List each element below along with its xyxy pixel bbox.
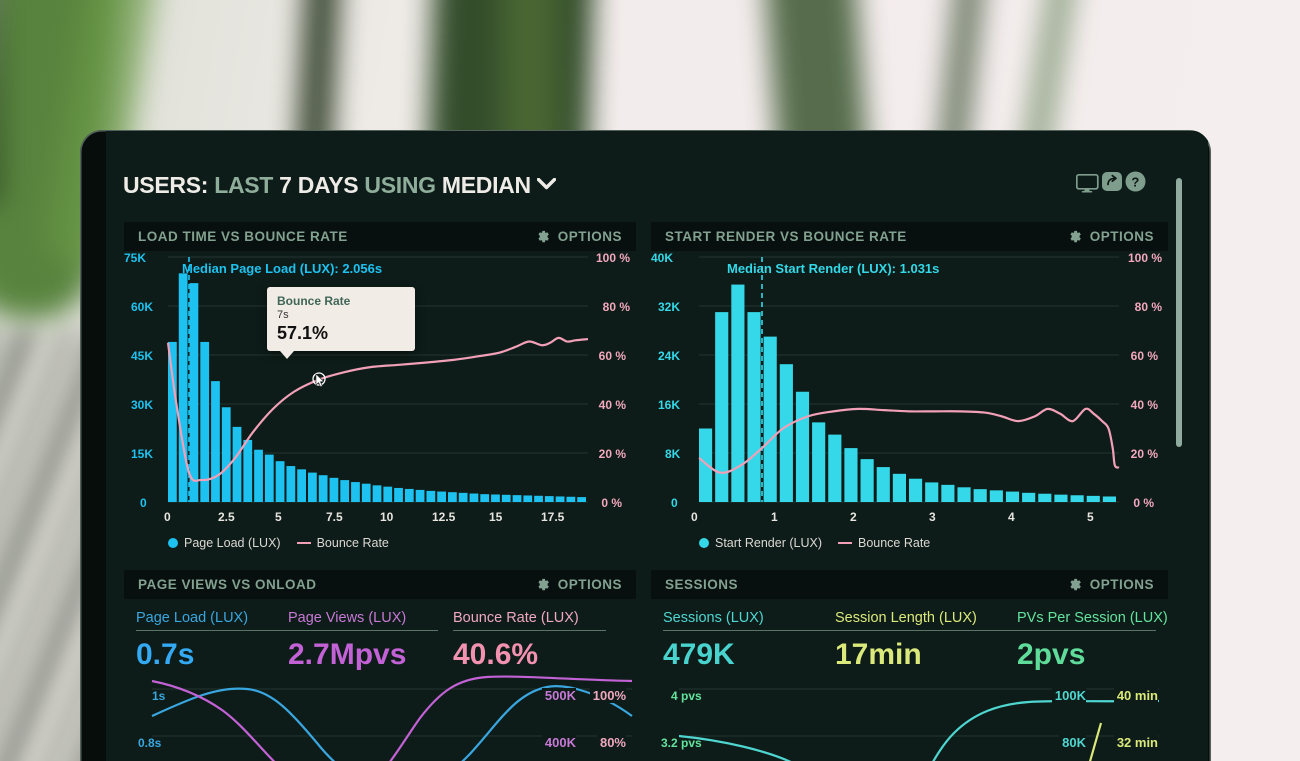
svg-text:?: ? <box>1131 174 1139 189</box>
